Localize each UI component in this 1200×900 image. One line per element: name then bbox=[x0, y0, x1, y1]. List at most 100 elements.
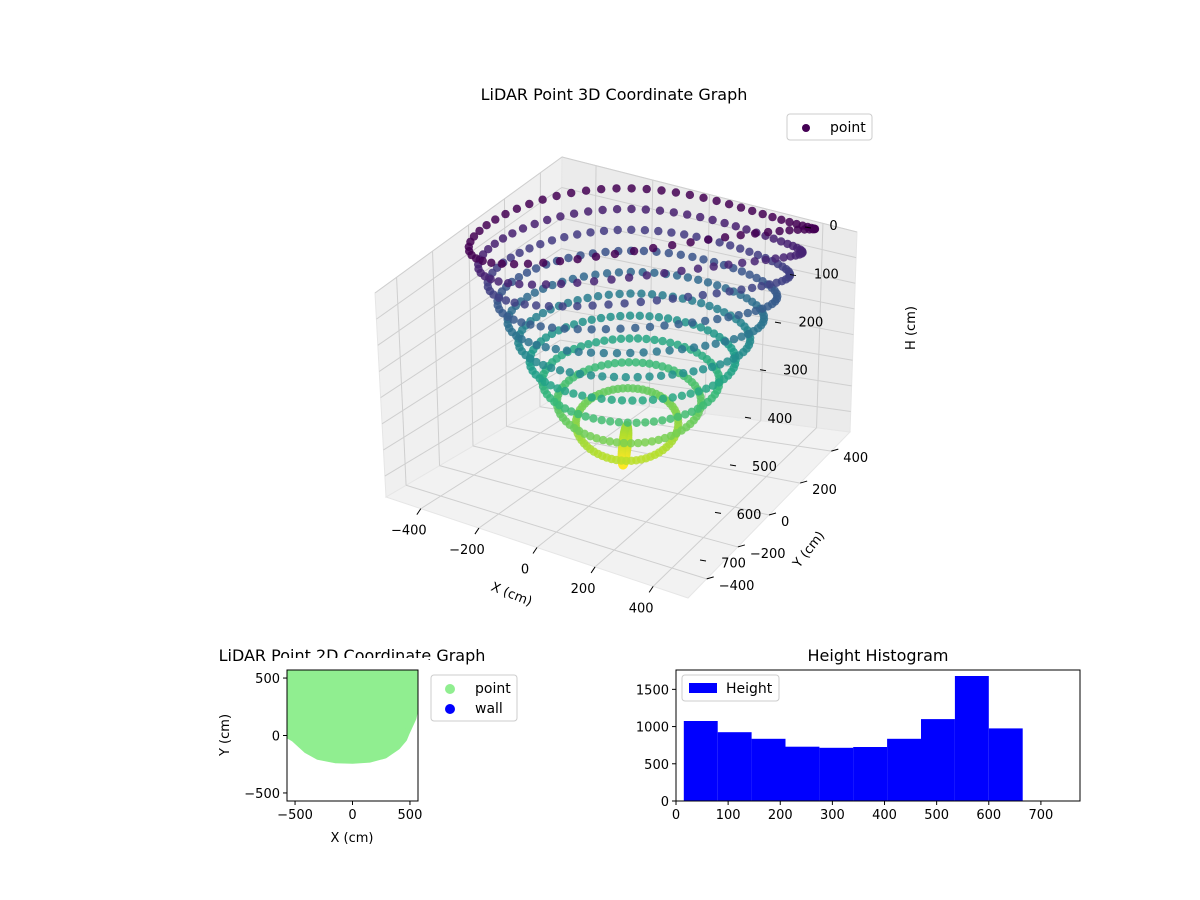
grid-y-left bbox=[396, 277, 407, 486]
scatter-point-3d bbox=[724, 260, 733, 269]
scatter-point-3d bbox=[605, 437, 615, 446]
z-tick-mark-3d bbox=[759, 369, 767, 372]
scatter-point-3d bbox=[676, 250, 685, 259]
scatter-point-3d bbox=[734, 311, 743, 320]
legend-marker-point-3d bbox=[802, 124, 810, 132]
scatter-point-3d bbox=[616, 311, 625, 321]
scatter-point-3d bbox=[645, 372, 654, 381]
y-tick-label-2d: −500 bbox=[244, 787, 280, 802]
scatter-point-3d bbox=[765, 280, 774, 289]
scatter-point-3d bbox=[573, 278, 582, 287]
scatter-point-3d bbox=[736, 244, 745, 253]
scatter-point-3d bbox=[591, 252, 601, 261]
scatter-point-3d bbox=[547, 236, 557, 245]
scatter-point-3d bbox=[671, 188, 681, 197]
scatter-point-3d bbox=[660, 433, 670, 443]
z-tick-label-3d: 500 bbox=[752, 460, 777, 475]
y-tick-label-3d: −400 bbox=[719, 579, 755, 594]
grid-x-back bbox=[816, 223, 824, 428]
scatter-point-3d bbox=[538, 308, 548, 318]
scatter-point-3d bbox=[737, 285, 746, 294]
scatter-point-3d bbox=[745, 247, 754, 256]
scatter-point-3d bbox=[584, 340, 593, 349]
scatter-point-3d bbox=[583, 293, 592, 303]
scatter-point-3d bbox=[750, 229, 760, 238]
scatter-point-3d bbox=[629, 246, 639, 256]
scatter-point-3d bbox=[491, 215, 500, 224]
scatter-point-3d bbox=[546, 381, 555, 390]
scatter-point-3d bbox=[588, 301, 597, 310]
scatter-point-3d bbox=[681, 318, 690, 327]
grid-z-back bbox=[561, 217, 856, 284]
z-tick-mark-3d bbox=[714, 511, 722, 514]
scatter-point-3d bbox=[482, 221, 491, 230]
scatter-point-3d bbox=[652, 296, 662, 305]
scatter-point-3d bbox=[763, 227, 773, 237]
scatter-point-3d bbox=[649, 243, 658, 253]
scatter-point-3d bbox=[688, 252, 697, 262]
scatter-point-3d bbox=[779, 253, 788, 262]
scatter-point-3d bbox=[696, 212, 705, 222]
scatter-point-3d bbox=[536, 322, 545, 331]
scatter-point-3d bbox=[517, 318, 526, 327]
scatter-point-3d bbox=[627, 225, 636, 234]
y-tick-label-hist: 500 bbox=[644, 758, 669, 773]
legend-label-wall-2d: wall bbox=[475, 701, 503, 717]
scatter-point-3d bbox=[785, 217, 794, 227]
legend-marker-wall-2d bbox=[445, 704, 455, 714]
scatter-point-3d bbox=[725, 287, 734, 296]
scatter-point-3d bbox=[596, 313, 606, 323]
scatter-point-3d bbox=[656, 371, 666, 380]
scatter-point-3d bbox=[620, 299, 629, 308]
y-tick-mark-3d bbox=[800, 480, 808, 484]
scatter-point-3d bbox=[627, 184, 636, 193]
scatter-points-3d bbox=[464, 184, 820, 470]
clip-mask-right bbox=[418, 660, 430, 811]
scatter-point-3d bbox=[666, 414, 675, 423]
scatter-point-3d bbox=[544, 302, 554, 311]
scatter-point-3d bbox=[573, 255, 582, 264]
scatter-point-3d bbox=[709, 262, 718, 271]
scatter-point-3d bbox=[523, 292, 532, 302]
scatter-point-3d bbox=[713, 314, 722, 324]
scatter-point-3d bbox=[631, 323, 640, 333]
grid-z-back bbox=[561, 156, 858, 233]
scatter-point-3d bbox=[478, 256, 487, 266]
scatter-point-3d bbox=[624, 358, 633, 367]
scatter-point-3d bbox=[530, 219, 539, 229]
scatter-point-3d bbox=[704, 235, 713, 244]
histogram-bar bbox=[683, 721, 718, 801]
scatter-point-3d bbox=[654, 313, 664, 322]
grid-z-left bbox=[377, 217, 562, 346]
scatter-point-3d bbox=[547, 363, 556, 373]
x-tick-label-hist: 300 bbox=[820, 808, 845, 823]
z-tick-label-3d: 400 bbox=[768, 412, 793, 427]
scatter-point-3d bbox=[631, 358, 640, 367]
scatter-point-3d bbox=[484, 245, 493, 254]
z-tick-mark-3d bbox=[729, 464, 737, 467]
scatter-point-3d bbox=[708, 381, 718, 390]
scatter-point-3d bbox=[532, 312, 541, 322]
scatter-point-3d bbox=[713, 281, 722, 290]
grid-y-floor bbox=[439, 465, 738, 548]
scatter-point-3d bbox=[560, 404, 570, 413]
scatter-point-3d bbox=[610, 249, 620, 259]
grid-z-back bbox=[561, 187, 857, 259]
scatter-point-3d bbox=[532, 340, 541, 350]
scatter-point-3d bbox=[677, 345, 687, 354]
scatter-point-3d bbox=[686, 238, 695, 247]
scatter-point-3d bbox=[604, 300, 613, 309]
scatter-point-3d bbox=[517, 335, 526, 344]
z-tick-label-3d: 300 bbox=[783, 364, 808, 379]
scatter-point-3d bbox=[650, 268, 659, 277]
scatter-point-3d bbox=[589, 414, 598, 423]
histogram-bar bbox=[954, 676, 989, 801]
scatter-point-3d bbox=[777, 215, 786, 224]
scatter-point-3d bbox=[679, 369, 688, 378]
scatter-point-3d bbox=[723, 357, 732, 366]
scatter-point-3d bbox=[498, 234, 508, 243]
scatter-point-3d bbox=[702, 384, 711, 393]
scatter-point-3d bbox=[669, 208, 678, 217]
scatter-point-3d bbox=[589, 277, 599, 286]
scatter-point-3d bbox=[683, 273, 693, 282]
